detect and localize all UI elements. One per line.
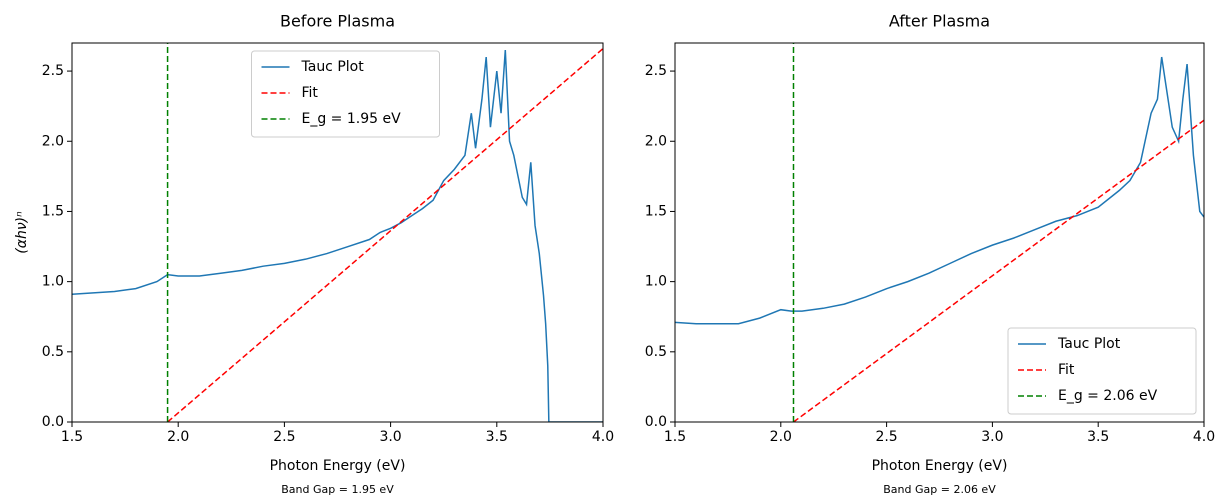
legend-label: Fit (1058, 362, 1075, 378)
note: Band Gap = 1.95 eV (281, 483, 394, 496)
y-tick-label: 2.0 (645, 133, 667, 149)
legend-box (251, 50, 440, 138)
chart-title: After Plasma (889, 12, 990, 31)
x-tick-label: 4.0 (592, 429, 614, 445)
y-tick-label: 2.5 (645, 63, 667, 79)
chart-title: Before Plasma (280, 12, 395, 31)
x-tick-label: 3.0 (981, 429, 1003, 445)
x-tick-label: 3.5 (486, 429, 508, 445)
series-line (675, 56, 1204, 325)
x-axis-label: Photon Energy (eV) (270, 458, 406, 474)
legend-label: Fit (302, 85, 319, 101)
x-tick-label: 2.0 (770, 429, 792, 445)
y-tick-label: 0.5 (645, 344, 667, 360)
y-tick-label: 2.0 (42, 133, 64, 149)
x-axis-label: Photon Energy (eV) (872, 458, 1008, 474)
legend-label: E_g = 2.06 eV (1058, 388, 1158, 404)
series-line (72, 49, 603, 422)
x-tick-label: 1.5 (664, 429, 686, 445)
y-tick-label: 1.0 (42, 274, 64, 290)
subplot: Before Plasma Photon Energy (eV) Band Gap … (14, 12, 614, 497)
x-tick-label: 2.5 (875, 429, 897, 445)
x-tick-label: 3.0 (379, 429, 401, 445)
y-tick-label: 0.5 (42, 344, 64, 360)
y-tick-label: 1.5 (42, 203, 64, 219)
plot-area (675, 43, 1204, 422)
series-line (167, 48, 603, 422)
x-tick-label: 2.5 (273, 429, 295, 445)
legend-label: E_g = 1.95 eV (302, 111, 402, 127)
y-tick-label: 1.0 (645, 274, 667, 290)
plot-area (72, 43, 603, 422)
legend: Tauc Plot Fit E_g = 1.95 eV (251, 50, 440, 138)
axes-frame (71, 42, 604, 423)
y-tick-label: 1.5 (645, 203, 667, 219)
y-axis-label: (αhν)ⁿ (14, 211, 30, 254)
note: Band Gap = 2.06 eV (883, 483, 996, 496)
y-tick-label: 0.0 (645, 414, 667, 430)
subplot: After Plasma Photon Energy (eV) Band Gap =… (645, 12, 1215, 497)
legend-label: Tauc Plot (301, 59, 365, 75)
x-tick-label: 3.5 (1087, 429, 1109, 445)
legend-label: Tauc Plot (1057, 336, 1121, 352)
axes-frame (674, 42, 1205, 423)
x-tick-label: 2.0 (167, 429, 189, 445)
y-tick-label: 2.5 (42, 63, 64, 79)
x-tick-label: 1.5 (61, 429, 83, 445)
series-line (793, 119, 1204, 422)
x-tick-label: 4.0 (1193, 429, 1215, 445)
y-tick-label: 0.0 (42, 414, 64, 430)
legend-box (1007, 327, 1197, 415)
legend: Tauc Plot Fit E_g = 2.06 eV (1007, 327, 1197, 415)
